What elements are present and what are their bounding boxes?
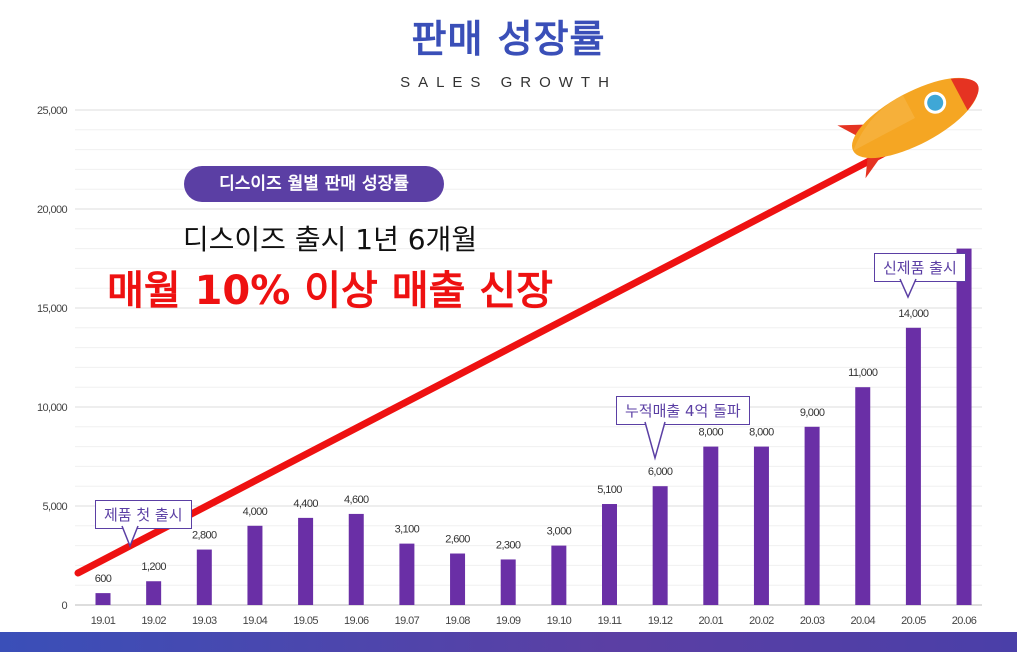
- y-tick-label: 10,000: [37, 402, 68, 414]
- data-label: 4,000: [243, 506, 268, 518]
- data-label: 3,100: [395, 524, 420, 536]
- x-tick-label: 19.01: [91, 615, 116, 627]
- bar-20.04: [855, 387, 871, 605]
- bar-19.04: [247, 525, 263, 605]
- data-label: 5,100: [597, 484, 622, 496]
- x-tick-label: 20.06: [952, 615, 977, 627]
- bar-19.06: [348, 513, 364, 605]
- x-tick-label: 20.03: [800, 615, 825, 627]
- bar-19.08: [450, 553, 466, 605]
- data-label: 11,000: [848, 367, 878, 379]
- page-subtitle: SALES GROWTH: [400, 74, 617, 91]
- bar-19.01: [95, 593, 111, 605]
- data-label: 8,000: [749, 427, 774, 439]
- bar-20.05: [905, 327, 921, 605]
- x-tick-label: 20.05: [901, 615, 926, 627]
- x-tick-label: 19.03: [192, 615, 217, 627]
- bar-19.03: [196, 549, 212, 605]
- x-tick-label: 20.01: [699, 615, 724, 627]
- headline-growth: 매월 10% 이상 매출 신장: [107, 268, 553, 314]
- callout-new-product: 신제품 출시: [874, 253, 966, 282]
- bar-19.11: [602, 504, 617, 605]
- rocket-icon: [837, 77, 979, 179]
- data-label: 2,300: [496, 539, 521, 551]
- data-label: 2,800: [192, 530, 217, 542]
- data-label: 600: [95, 573, 112, 585]
- data-label: 2,600: [445, 534, 470, 546]
- x-tick-label: 20.02: [749, 615, 774, 627]
- x-tick-label: 19.05: [293, 615, 318, 627]
- bar-20.03: [804, 426, 820, 605]
- footer-band: [0, 632, 1017, 652]
- bar-19.09: [500, 559, 516, 605]
- bar-19.07: [399, 543, 415, 605]
- y-tick-label: 5,000: [42, 501, 67, 513]
- x-tick-label: 19.08: [445, 615, 470, 627]
- y-tick-label: 20,000: [37, 204, 68, 216]
- y-tick-label: 15,000: [37, 303, 68, 315]
- x-tick-label: 19.02: [141, 615, 166, 627]
- x-tick-label: 19.12: [648, 615, 673, 627]
- growth-trend-arrow: [74, 141, 904, 577]
- bar-19.12: [652, 486, 668, 605]
- y-tick-label: 25,000: [37, 105, 68, 117]
- callout-cumulative-sales: 누적매출 4억 돌파: [616, 396, 750, 425]
- data-label: 4,600: [344, 494, 369, 506]
- bar-19.02: [146, 581, 162, 605]
- data-label: 6,000: [648, 466, 673, 478]
- chart-heading-pill: 디스이즈 월별 판매 성장률: [184, 166, 444, 202]
- data-label: 9,000: [800, 407, 825, 419]
- data-label: 1,200: [141, 561, 166, 573]
- page-title: 판매 성장률: [411, 17, 606, 61]
- x-tick-label: 20.04: [850, 615, 875, 627]
- bar-19.10: [551, 545, 567, 605]
- bar-20.01: [703, 446, 719, 605]
- y-tick-label: 0: [61, 600, 67, 612]
- data-label: 14,000: [898, 308, 929, 320]
- bar-19.05: [298, 517, 314, 605]
- data-label: 3,000: [547, 526, 572, 538]
- x-tick-label: 19.04: [243, 615, 268, 627]
- x-tick-label: 19.09: [496, 615, 521, 627]
- x-tick-label: 19.06: [344, 615, 369, 627]
- headline-launch: 디스이즈 출시 1년 6개월: [182, 223, 478, 256]
- data-label: 4,400: [293, 498, 318, 510]
- callout-first-launch: 제품 첫 출시: [95, 500, 192, 529]
- bar-20.02: [753, 446, 769, 605]
- data-label: 8,000: [699, 427, 724, 439]
- x-tick-label: 19.10: [547, 615, 572, 627]
- x-tick-label: 19.11: [598, 615, 622, 627]
- bar-20.06: [956, 248, 972, 605]
- x-tick-label: 19.07: [395, 615, 420, 627]
